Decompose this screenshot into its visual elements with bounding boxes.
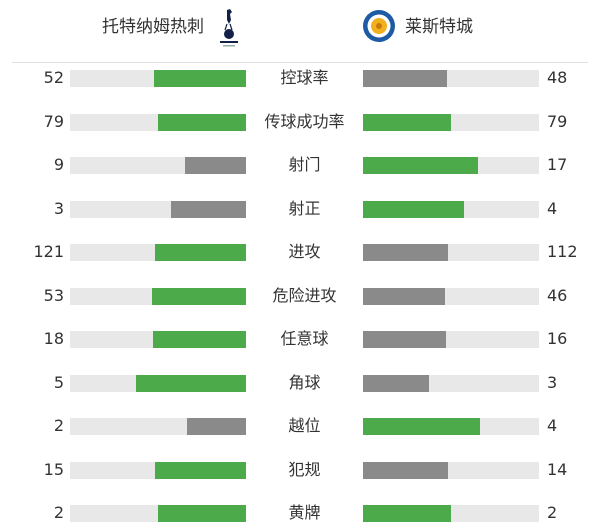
stat-label: 危险进攻: [272, 285, 337, 305]
leicester-crest-icon: [363, 10, 395, 42]
stat-row: 53 危险进攻 46: [0, 286, 600, 330]
stat-label: 传球成功率: [264, 111, 345, 131]
away-value: 46: [547, 285, 568, 305]
home-bar-fill: [154, 244, 246, 261]
home-bar-track: [70, 331, 246, 348]
away-value: 4: [547, 198, 558, 218]
home-bar-fill: [185, 157, 246, 174]
stat-label: 越位: [288, 416, 321, 435]
away-bar-track: [363, 244, 539, 261]
away-bar-fill: [363, 505, 451, 522]
home-bar-fill: [158, 113, 246, 131]
away-bar-track: [363, 418, 539, 435]
stat-label: 黄牌: [288, 503, 321, 522]
away-bar-track: [363, 287, 539, 305]
away-value: 17: [547, 155, 568, 174]
stat-label: 进攻: [288, 242, 321, 261]
home-value: 2: [53, 503, 64, 522]
away-bar-track: [363, 113, 539, 131]
away-bar-fill: [363, 418, 481, 435]
away-bar-fill: [363, 331, 446, 348]
home-bar-track: [70, 113, 246, 131]
away-value: 48: [547, 68, 568, 87]
away-bar-fill: [363, 287, 445, 305]
away-value: 112: [547, 242, 578, 261]
away-bar-fill: [363, 461, 448, 479]
away-value: 3: [547, 372, 558, 392]
stat-row: 121 进攻 112: [0, 242, 600, 286]
stat-row: 5 角球 3: [0, 373, 600, 417]
home-value: 15: [43, 459, 64, 479]
home-bar-track: [70, 505, 246, 522]
home-bar-track: [70, 374, 246, 392]
home-team-name: 托特纳姆热刺: [102, 17, 204, 37]
stat-row: 18 任意球 16: [0, 329, 600, 373]
away-bar-fill: [363, 113, 451, 131]
stat-row: 9 射门 17: [0, 155, 600, 199]
away-bar-fill: [363, 244, 448, 261]
home-bar-track: [70, 157, 246, 174]
home-value: 52: [43, 68, 64, 87]
away-bar-track: [363, 374, 539, 392]
stat-row: 15 犯规 14: [0, 460, 600, 504]
away-bar-track: [363, 200, 539, 218]
stat-label: 角球: [288, 372, 321, 392]
home-bar-fill: [151, 287, 246, 305]
home-bar-track: [70, 418, 246, 435]
stat-row: 79 传球成功率 79: [0, 112, 600, 156]
home-value: 2: [53, 416, 64, 435]
home-bar-track: [70, 287, 246, 305]
home-value: 3: [53, 198, 64, 218]
away-bar-fill: [363, 200, 464, 218]
away-bar-track: [363, 157, 539, 174]
home-bar-fill: [154, 70, 246, 87]
home-bar-fill: [170, 200, 246, 218]
home-value: 18: [43, 329, 64, 348]
home-bar-track: [70, 200, 246, 218]
stat-label: 任意球: [280, 329, 329, 348]
home-bar-fill: [187, 418, 246, 435]
stat-row: 2 越位 4: [0, 416, 600, 460]
away-value: 2: [547, 503, 558, 522]
stat-label: 射门: [288, 155, 321, 174]
stat-label: 控球率: [280, 68, 329, 87]
stat-label: 射正: [288, 198, 321, 218]
home-value: 79: [43, 111, 64, 131]
away-bar-track: [363, 505, 539, 522]
home-bar-fill: [136, 374, 246, 392]
away-bar-fill: [363, 157, 479, 174]
home-bar-fill: [154, 461, 246, 479]
home-value: 53: [43, 285, 64, 305]
home-bar-track: [70, 461, 246, 479]
away-bar-track: [363, 461, 539, 479]
away-team-name: 莱斯特城: [405, 17, 473, 37]
away-bar-fill: [363, 374, 429, 392]
away-value: 14: [547, 459, 568, 479]
home-value: 5: [53, 372, 64, 392]
away-value: 79: [547, 111, 568, 131]
away-value: 4: [547, 416, 558, 435]
home-bar-fill: [158, 505, 246, 522]
away-bar-track: [363, 331, 539, 348]
stat-row: 52 控球率 48: [0, 68, 600, 112]
stat-row: 3 射正 4: [0, 199, 600, 243]
home-value: 121: [33, 242, 64, 261]
stat-label: 犯规: [288, 459, 321, 479]
away-value: 16: [547, 329, 568, 348]
away-bar-track: [363, 70, 539, 87]
home-bar-fill: [152, 331, 246, 348]
home-bar-track: [70, 70, 246, 87]
stat-row: 2 黄牌 2: [0, 503, 600, 532]
away-bar-fill: [363, 70, 448, 87]
header-divider: [12, 62, 588, 63]
home-value: 9: [53, 155, 64, 174]
tottenham-crest-icon: [220, 9, 238, 47]
home-bar-track: [70, 244, 246, 261]
